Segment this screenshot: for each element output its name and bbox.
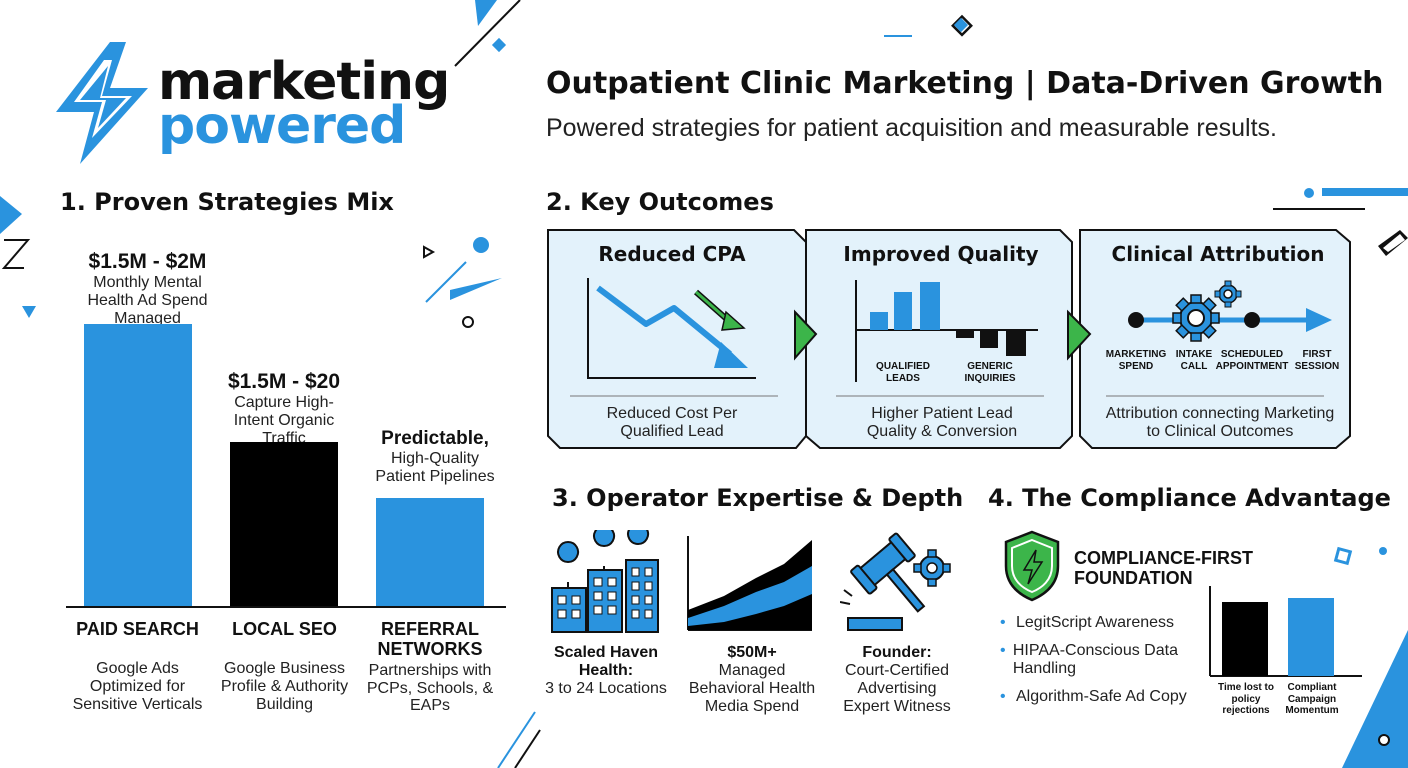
operator-item-rest: Court-Certified Advertising Expert Witne… bbox=[843, 662, 951, 716]
step-marketing-spend: MARKETING SPEND bbox=[1105, 349, 1167, 372]
chart-label-compliant-momentum: Compliant Campaign Momentum bbox=[1285, 682, 1339, 716]
compliance-bullets: • LegitScript Awareness • HIPAA-Consciou… bbox=[1000, 614, 1200, 706]
card-caption: Higher Patient Lead Quality & Conversion bbox=[866, 405, 1018, 441]
operator-item-bold: $50M+ bbox=[727, 644, 777, 661]
category-desc: Partnerships with PCPs, Schools, & EAPs bbox=[366, 661, 494, 715]
bullet-item: • HIPAA-Conscious Data Handling bbox=[1000, 642, 1200, 678]
operator-item-rest: 3 to 24 Locations bbox=[545, 680, 667, 698]
card-title: Reduced CPA bbox=[598, 242, 746, 266]
quality-bar-chart-icon bbox=[855, 280, 1038, 382]
category-local-seo: LOCAL SEO Google Business Profile & Auth… bbox=[212, 619, 357, 714]
section2-heading: 2. Key Outcomes bbox=[546, 188, 774, 216]
gavel-gear-icon bbox=[840, 532, 951, 631]
step-scheduled-appointment: SCHEDULED APPOINTMENT bbox=[1215, 349, 1289, 372]
bullet-dot: • bbox=[1000, 687, 1006, 705]
chart-label-time-lost: Time lost to policy rejections bbox=[1218, 682, 1274, 716]
step-first-session: FIRST SESSION bbox=[1294, 349, 1340, 372]
category-paid-search: PAID SEARCH Google Ads Optimized for Sen… bbox=[60, 619, 215, 714]
bar-sub-label: Capture High-Intent Organic Traffic bbox=[233, 394, 335, 447]
bar-annotation: $1.5M - $20 Capture High-Intent Organic … bbox=[205, 370, 363, 448]
bar-time-lost bbox=[1222, 602, 1268, 676]
growth-area-chart-icon bbox=[687, 536, 812, 631]
bar-local-seo bbox=[230, 442, 338, 608]
page-subtitle: Powered strategies for patient acquisiti… bbox=[546, 114, 1277, 142]
category-label: REFERRAL NETWORKS bbox=[377, 619, 483, 659]
generic-inquiries-label: GENERIC INQUIRIES bbox=[964, 361, 1016, 384]
card-caption: Attribution connecting Marketing to Clin… bbox=[1105, 405, 1335, 441]
qualified-leads-label: QUALIFIED LEADS bbox=[876, 361, 930, 384]
section3-heading: 3. Operator Expertise & Depth bbox=[552, 484, 964, 512]
lightning-logo-icon bbox=[56, 42, 148, 164]
bullet-dot: • bbox=[1000, 614, 1006, 631]
card-title: Clinical Attribution bbox=[1111, 242, 1325, 266]
bullet-item: • Algorithm-Safe Ad Copy bbox=[1000, 688, 1200, 706]
operator-item-1: Scaled Haven Health: 3 to 24 Locations bbox=[540, 644, 672, 698]
chart-baseline bbox=[66, 606, 506, 608]
page-title: Outpatient Clinic Marketing | Data-Drive… bbox=[546, 66, 1384, 101]
operator-item-rest: Managed Behavioral Health Media Spend bbox=[688, 662, 816, 716]
operator-item-bold: Founder: bbox=[862, 644, 932, 661]
downward-trend-chart-icon bbox=[587, 278, 756, 379]
bar-compliant-momentum bbox=[1288, 598, 1334, 676]
brand-line-2: powered bbox=[158, 96, 406, 156]
outcome-cards-frame bbox=[547, 229, 1351, 449]
bullet-text: HIPAA-Conscious Data Handling bbox=[1012, 641, 1178, 677]
city-buildings-icon bbox=[551, 530, 659, 633]
bar-paid-search bbox=[84, 324, 192, 608]
bullet-item: • LegitScript Awareness bbox=[1000, 614, 1200, 632]
bar-annotation: $1.5M - $2M Monthly Mental Health Ad Spe… bbox=[70, 250, 225, 328]
bar-value-label: Predictable, bbox=[381, 428, 489, 449]
operator-item-bold: Scaled Haven Health: bbox=[553, 644, 659, 680]
bar-value-label: $1.5M - $20 bbox=[227, 370, 341, 393]
category-desc: Google Business Profile & Authority Buil… bbox=[220, 659, 349, 713]
category-label: PAID SEARCH bbox=[76, 619, 199, 639]
card-title: Improved Quality bbox=[843, 242, 1039, 266]
section1-heading: 1. Proven Strategies Mix bbox=[60, 188, 394, 216]
bullet-dot: • bbox=[1000, 641, 1006, 659]
bullet-text: Algorithm-Safe Ad Copy bbox=[1016, 687, 1187, 705]
bar-sub-label: High-Quality Patient Pipelines bbox=[375, 450, 495, 485]
card-caption: Reduced Cost Per Qualified Lead bbox=[606, 405, 738, 441]
shield-lightning-icon bbox=[1004, 530, 1060, 602]
bar-annotation: Predictable, High-Quality Patient Pipeli… bbox=[360, 428, 510, 486]
brand-line-1: marketing bbox=[158, 52, 450, 112]
strategies-bar-chart: $1.5M - $2M Monthly Mental Health Ad Spe… bbox=[60, 240, 510, 720]
compliance-badge-title: COMPLIANCE-FIRST FOUNDATION bbox=[1074, 548, 1253, 589]
category-referral-networks: REFERRAL NETWORKS Partnerships with PCPs… bbox=[360, 619, 500, 715]
bullet-text: LegitScript Awareness bbox=[1016, 614, 1175, 631]
category-desc: Google Ads Optimized for Sensitive Verti… bbox=[72, 659, 203, 713]
operator-item-3: Founder: Court-Certified Advertising Exp… bbox=[834, 644, 960, 716]
step-intake-call: INTAKE CALL bbox=[1175, 349, 1213, 372]
operator-item-2: $50M+ Managed Behavioral Health Media Sp… bbox=[682, 644, 822, 716]
section4-heading: 4. The Compliance Advantage bbox=[988, 484, 1391, 512]
bar-sub-label: Monthly Mental Health Ad Spend Managed bbox=[87, 274, 208, 327]
compliance-bar-chart bbox=[1209, 586, 1362, 677]
category-label: LOCAL SEO bbox=[232, 619, 337, 639]
attribution-flow-icon bbox=[1128, 280, 1332, 342]
bar-referral-networks bbox=[376, 498, 484, 608]
bar-value-label: $1.5M - $2M bbox=[88, 250, 207, 273]
